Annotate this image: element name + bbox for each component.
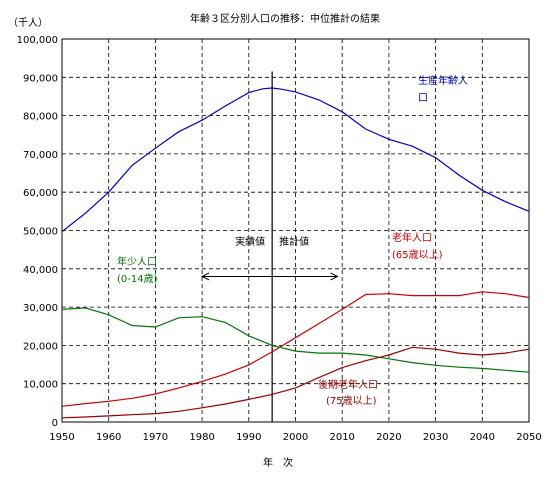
x-tick-label: 2000 <box>283 432 308 443</box>
y-tick-label: 10,000 <box>23 380 58 391</box>
series-label: 後期老年人口 <box>318 378 378 391</box>
series-label: 年少人口 <box>117 255 157 268</box>
y-tick-label: 90,000 <box>23 73 58 84</box>
x-tick-label: 1990 <box>236 432 261 443</box>
series-line <box>61 291 530 407</box>
series-label: 老年人口 <box>392 231 432 244</box>
series-line <box>61 346 530 419</box>
y-tick-label: 100,000 <box>17 35 58 46</box>
series-line <box>61 87 530 233</box>
x-tick-label: 1980 <box>189 432 214 443</box>
series-label: (75歳以上) <box>326 395 377 407</box>
actual-values-label: 実績値 <box>235 235 265 248</box>
x-tick-label: 2050 <box>516 432 541 443</box>
y-tick-label: 40,000 <box>23 265 58 276</box>
y-tick-label: 20,000 <box>23 341 58 352</box>
y-tick-label: 80,000 <box>23 112 58 123</box>
series-line <box>61 307 530 373</box>
chart-title: 年齢３区分別人口の推移：中位推計の結果 <box>190 12 380 25</box>
y-tick-label: 70,000 <box>23 150 58 161</box>
projected-values-label: 推計値 <box>279 235 309 248</box>
plot-frame <box>61 38 530 423</box>
x-axis-title: 年 次 <box>263 456 293 469</box>
x-tick-label: 2030 <box>423 432 448 443</box>
x-tick-label: 2010 <box>329 432 354 443</box>
x-tick-label: 1960 <box>96 432 121 443</box>
y-tick-label: 50,000 <box>23 227 58 238</box>
series-label: 口 <box>418 93 428 104</box>
y-tick-label: 30,000 <box>23 303 58 314</box>
series-label: (65歳以上) <box>392 249 443 261</box>
series-label: (0-14歳) <box>117 273 158 285</box>
y-tick-label: 60,000 <box>23 188 58 199</box>
x-tick-label: 2020 <box>376 432 401 443</box>
range-arrow-left-head <box>200 272 210 281</box>
x-tick-label: 1970 <box>143 432 168 443</box>
x-tick-label: 2040 <box>470 432 495 443</box>
range-arrow-right-head <box>330 272 339 281</box>
series-label: 生産年齢人 <box>418 74 468 87</box>
y-tick-label: 0 <box>52 418 58 429</box>
y-axis-unit-label: （千人） <box>8 17 48 29</box>
x-tick-label: 1950 <box>49 432 74 443</box>
